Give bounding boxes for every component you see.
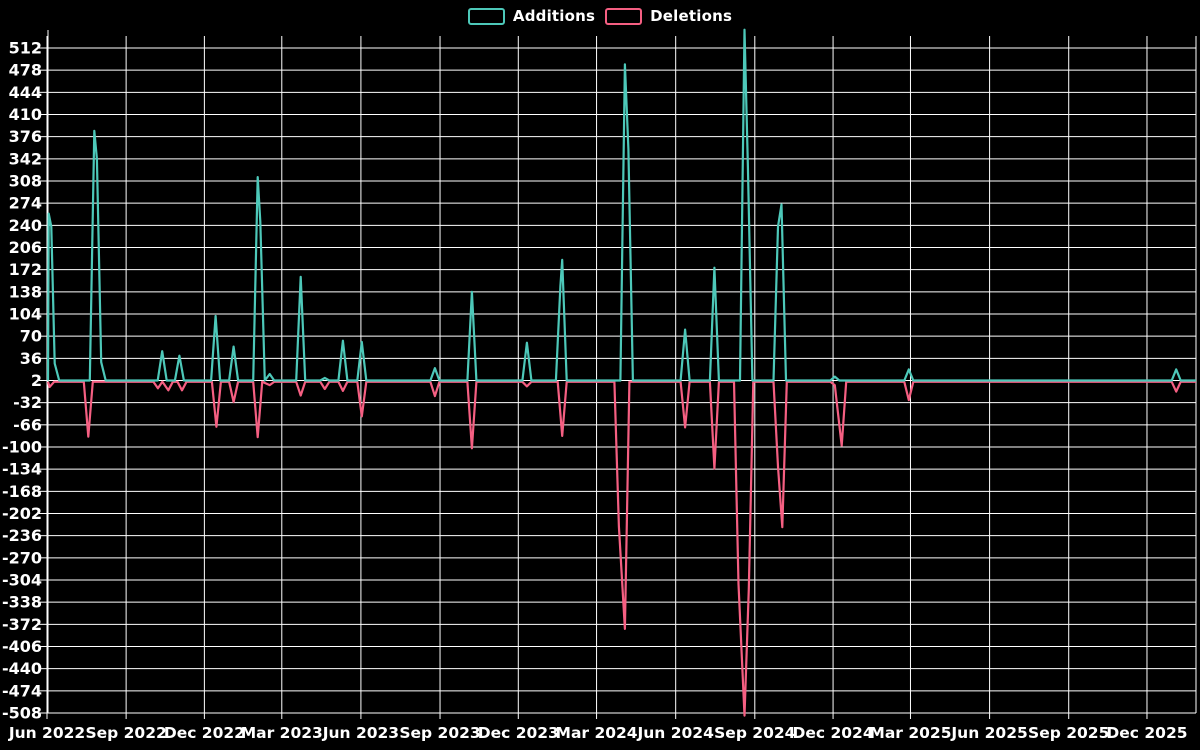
additions-swatch-icon [467,7,505,25]
grid-lines [39,36,1196,719]
deletions-swatch-icon [605,7,643,25]
y-axis-tick-label: 172 [9,260,42,279]
additions-label: Additions [512,7,596,25]
x-axis-tick-label: Sep 2023 [399,724,480,742]
y-axis-tick-label: 70 [20,327,42,346]
x-axis-tick-label: Mar 2023 [241,724,323,742]
x-axis-tick-label: Dec 2024 [793,724,874,742]
legend-item-additions[interactable]: Additions [467,7,596,25]
y-axis-tick-label: -100 [2,438,42,457]
y-axis-tick-label: 104 [9,305,42,324]
deletions-series-line [46,380,1196,717]
chart-legend: Additions Deletions [0,7,1200,25]
x-axis-tick-label: Jun 2022 [8,724,85,742]
y-axis-tick-label: 512 [9,39,42,58]
y-axis-tick-label: -32 [13,393,42,412]
y-axis-tick-label: -270 [2,548,42,567]
y-axis-tick-label: 444 [9,83,42,102]
y-axis-tick-label: -406 [2,637,42,656]
y-axis-tick-label: 138 [9,282,42,301]
x-axis-tick-label: Mar 2024 [556,724,638,742]
legend-item-deletions[interactable]: Deletions [605,7,732,25]
y-axis-tick-label: -202 [2,504,42,523]
x-axis-tick-label: Sep 2024 [714,724,796,742]
y-axis-tick-label: 240 [9,216,42,235]
y-axis-tick-label: -474 [2,681,42,700]
y-axis-tick-label: 478 [9,61,42,80]
x-axis-tick-label: Dec 2023 [478,724,559,742]
x-axis-tick-label: Jun 2023 [322,724,399,742]
x-axis-tick-label: Jun 2024 [636,724,714,742]
deletions-label: Deletions [650,7,733,25]
y-axis-tick-label: 206 [9,238,42,257]
y-axis-tick-label: -236 [2,526,42,545]
x-axis-tick-label: Dec 2025 [1106,724,1187,742]
y-axis-tick-label: -66 [13,415,42,434]
x-axis-tick-label: Jun 2025 [950,724,1027,742]
x-axis-tick-label: Mar 2025 [869,724,951,742]
y-axis-tick-label: 410 [9,105,42,124]
y-axis-tick-label: 376 [9,127,42,146]
y-axis-tick-label: -440 [2,659,42,678]
y-axis-tick-label: -508 [2,704,42,723]
y-axis-tick-label: -338 [2,593,42,612]
additions-series-line [46,28,1196,382]
y-axis-tick-label: -134 [2,460,42,479]
x-axis-tick-label: Dec 2022 [164,724,245,742]
y-axis-tick-label: -372 [2,615,42,634]
x-axis-tick-label: Sep 2025 [1028,724,1109,742]
x-axis-tick-label: Sep 2022 [85,724,166,742]
y-axis-tick-label: 274 [9,194,42,213]
y-axis-tick-label: 308 [9,172,42,191]
y-axis-tick-label: -304 [2,571,42,590]
y-axis-tick-label: -168 [2,482,42,501]
y-axis-tick-label: 36 [20,349,42,368]
y-axis-tick-label: 342 [9,149,42,168]
y-axis-tick-label: 2 [31,371,42,390]
